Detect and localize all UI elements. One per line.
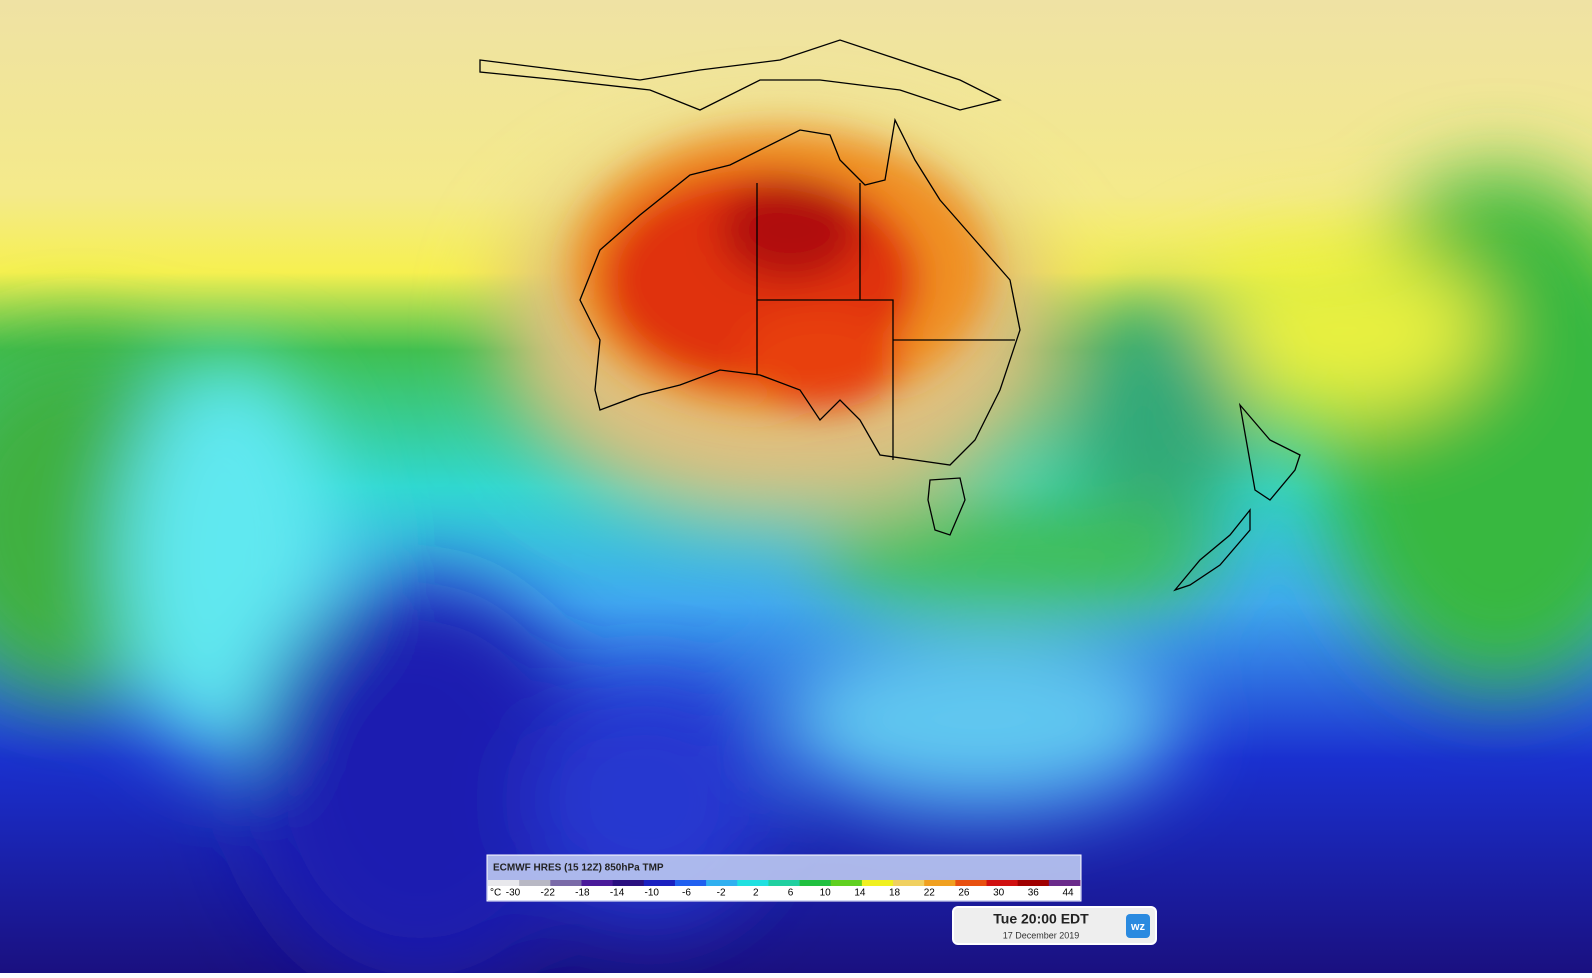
legend-swatch [550,880,582,886]
legend-swatch [861,880,894,886]
time-panel [952,906,1157,945]
legend-swatch [643,880,676,886]
logo-text: wz [1130,921,1146,933]
legend-swatch [519,880,551,886]
time-label: Tue 20:00 EDT [993,911,1089,927]
logo-badge [1126,914,1150,938]
legend-tick-label: 2 [753,888,759,899]
legend-swatch [1048,880,1081,886]
legend-tick-label: -22 [540,888,555,899]
legend-swatch [488,880,520,886]
legend-tick-label: -18 [575,888,590,899]
legend-tick-label: 22 [924,888,936,899]
legend-swatch [893,880,925,886]
legend-swatch [830,880,863,886]
legend-tick-label: -2 [717,888,726,899]
legend-tick-label: -6 [682,888,691,899]
legend-tick-label: 36 [1028,888,1040,899]
legend-tick-label: 26 [958,888,970,899]
time-date: 17 December 2019 [1003,930,1080,940]
legend-tick-label: 6 [788,888,794,899]
legend-tick-label: -30 [506,888,521,899]
legend-tick-label: -10 [645,888,660,899]
legend-tick-label: 14 [854,888,866,899]
legend-tick-label: -14 [610,888,625,899]
legend-swatch [799,880,832,886]
heat-field [570,130,990,410]
legend-tick-label: 30 [993,888,1005,899]
legend-swatch [674,880,707,886]
legend-unit: °C [490,888,501,899]
legend-swatch [706,880,738,886]
legend-swatch [768,880,801,886]
legend-tick-label: 18 [889,888,901,899]
legend-title: ECMWF HRES (15 12Z) 850hPa TMP [493,863,664,874]
legend-tick-band [488,886,1080,900]
coastlines [479,39,1301,592]
legend-swatch [924,880,956,886]
legend-swatch [986,880,1019,886]
legend-swatch [581,880,614,886]
legend-swatch [612,880,645,886]
legend-tick-label: 44 [1062,888,1074,899]
legend-swatch [955,880,988,886]
time-box: Tue 20:00 EDT 17 December 2019 wz [952,906,1157,945]
legend-swatch [737,880,769,886]
legend-swatch [1017,880,1050,886]
legend-tick-label: 10 [820,888,832,899]
legend: ECMWF HRES (15 12Z) 850hPa TMP°C -30 -22 -1… [486,854,1082,902]
